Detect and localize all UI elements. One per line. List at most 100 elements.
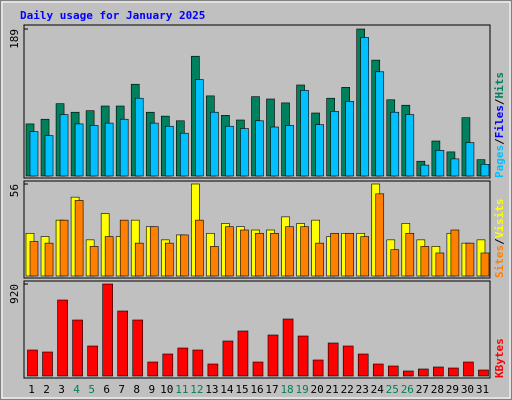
- x-tick-label: 9: [148, 383, 155, 396]
- x-tick-label: 7: [118, 383, 125, 396]
- x-tick-label: 31: [476, 383, 489, 396]
- x-tick-label: 17: [265, 383, 278, 396]
- bar: [59, 219, 69, 277]
- bar: [195, 219, 204, 277]
- x-tick-label: 6: [103, 383, 110, 396]
- bar: [345, 101, 354, 177]
- bar: [375, 193, 385, 277]
- bar: [119, 219, 129, 277]
- x-tick-label: 2: [43, 383, 50, 396]
- bar: [480, 252, 490, 277]
- bar: [147, 361, 159, 377]
- bar: [297, 335, 309, 377]
- bar: [450, 229, 460, 277]
- x-tick-label: 22: [341, 383, 354, 396]
- y-max-label: 56: [8, 184, 21, 197]
- x-tick-label: 25: [386, 383, 399, 396]
- bar: [387, 365, 399, 377]
- bar: [119, 118, 129, 177]
- bar: [465, 142, 475, 177]
- chart-title: Daily usage for January 2025: [20, 9, 205, 22]
- bar: [117, 310, 128, 377]
- bar: [357, 353, 369, 377]
- bar: [480, 164, 490, 177]
- x-tick-label: 21: [326, 383, 339, 396]
- bar: [164, 125, 174, 177]
- bar: [270, 232, 279, 277]
- bar: [330, 111, 339, 177]
- legend-entry: Hits: [493, 72, 506, 99]
- bar: [134, 242, 144, 277]
- bar: [450, 158, 460, 177]
- bar: [29, 131, 39, 177]
- legend: Sites/Visits: [493, 199, 506, 279]
- x-tick-label: 16: [250, 383, 263, 396]
- legend-separator: /: [493, 238, 506, 245]
- bar: [180, 234, 189, 277]
- bar: [375, 71, 385, 177]
- bar: [59, 114, 69, 177]
- x-tick-label: 14: [220, 383, 234, 396]
- bar: [285, 125, 294, 177]
- bar: [285, 226, 294, 277]
- x-tick-label: 5: [88, 383, 95, 396]
- bar: [255, 232, 264, 277]
- bar: [225, 226, 234, 277]
- bar: [102, 283, 113, 377]
- bar: [360, 236, 370, 277]
- bar: [72, 319, 83, 377]
- x-tick-label: 24: [371, 383, 385, 396]
- bar: [225, 125, 234, 177]
- x-tick-label: 26: [401, 383, 414, 396]
- x-tick-label: 13: [205, 383, 218, 396]
- x-tick-label: 23: [356, 383, 369, 396]
- legend-separator: /: [493, 138, 506, 145]
- bar: [44, 135, 54, 177]
- bar: [252, 361, 264, 377]
- bar: [405, 232, 415, 277]
- legend-entry: Sites: [493, 245, 506, 278]
- legend-separator: /: [493, 98, 506, 105]
- legend-entry: Visits: [493, 199, 506, 239]
- bar: [104, 122, 114, 177]
- bar: [29, 241, 39, 277]
- bar: [327, 342, 339, 377]
- x-tick-label: 1: [28, 383, 35, 396]
- bar: [44, 242, 54, 277]
- bar: [240, 128, 249, 177]
- bar: [134, 97, 144, 177]
- x-tick-label: 30: [461, 383, 474, 396]
- x-tick-label: 8: [133, 383, 140, 396]
- x-tick-label: 15: [235, 383, 248, 396]
- legend-entry: KBytes: [493, 338, 506, 378]
- bar: [222, 340, 234, 377]
- bar: [177, 347, 189, 377]
- x-tick-label: 4: [73, 383, 80, 396]
- bar: [403, 370, 414, 377]
- bar: [312, 359, 324, 377]
- bar: [282, 318, 294, 377]
- x-tick-label: 27: [416, 383, 429, 396]
- bar: [315, 124, 324, 177]
- bar: [465, 242, 475, 277]
- x-tick-label: 3: [58, 383, 65, 396]
- bar: [342, 345, 354, 377]
- bar: [300, 90, 309, 177]
- bar: [390, 111, 400, 177]
- x-tick-label: 20: [311, 383, 324, 396]
- bar: [207, 363, 219, 377]
- bar: [164, 242, 174, 277]
- bar: [345, 232, 354, 277]
- legend-entry: Pages: [493, 145, 506, 178]
- x-tick-label: 28: [431, 383, 444, 396]
- bar: [132, 319, 144, 377]
- bar: [210, 111, 219, 177]
- bar: [463, 361, 474, 377]
- x-tick-label: 10: [160, 383, 173, 396]
- x-tick-label: 29: [446, 383, 459, 396]
- bar: [195, 79, 204, 177]
- bar: [74, 200, 84, 277]
- bar: [315, 242, 324, 277]
- bar: [240, 229, 249, 277]
